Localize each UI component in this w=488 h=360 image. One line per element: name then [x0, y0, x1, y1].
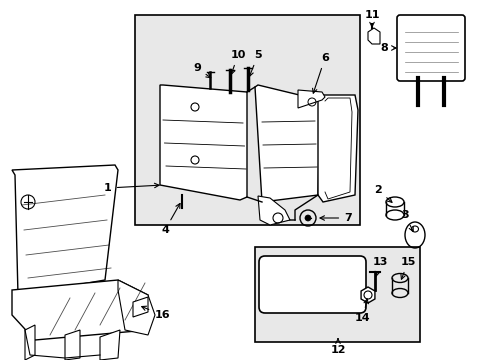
Text: 5: 5	[248, 50, 261, 76]
Polygon shape	[12, 165, 118, 295]
Polygon shape	[254, 85, 319, 202]
Text: 1: 1	[104, 183, 159, 193]
Text: 4: 4	[161, 203, 180, 235]
Text: 15: 15	[400, 257, 415, 279]
Text: 8: 8	[380, 43, 395, 53]
Text: 7: 7	[319, 213, 351, 223]
Polygon shape	[25, 325, 35, 360]
Polygon shape	[133, 297, 148, 317]
Text: 3: 3	[400, 210, 412, 231]
Text: 9: 9	[193, 63, 210, 78]
Text: 14: 14	[354, 299, 370, 323]
Polygon shape	[12, 280, 148, 340]
Bar	[135, 15, 359, 225]
Text: 11: 11	[364, 10, 379, 27]
Polygon shape	[297, 90, 325, 108]
Text: 12: 12	[329, 339, 345, 355]
Polygon shape	[258, 196, 289, 225]
Polygon shape	[100, 330, 120, 360]
FancyBboxPatch shape	[396, 15, 464, 81]
Text: 2: 2	[373, 185, 391, 202]
Polygon shape	[317, 95, 357, 202]
FancyBboxPatch shape	[259, 256, 365, 313]
Polygon shape	[118, 280, 155, 335]
Bar	[254, 247, 419, 342]
Text: 6: 6	[312, 53, 328, 93]
Polygon shape	[65, 330, 80, 360]
Text: 13: 13	[371, 257, 387, 276]
Polygon shape	[367, 28, 379, 44]
Polygon shape	[360, 287, 374, 303]
Circle shape	[305, 215, 310, 221]
Polygon shape	[160, 85, 246, 200]
Text: 10: 10	[230, 50, 245, 74]
Text: 16: 16	[142, 306, 169, 320]
